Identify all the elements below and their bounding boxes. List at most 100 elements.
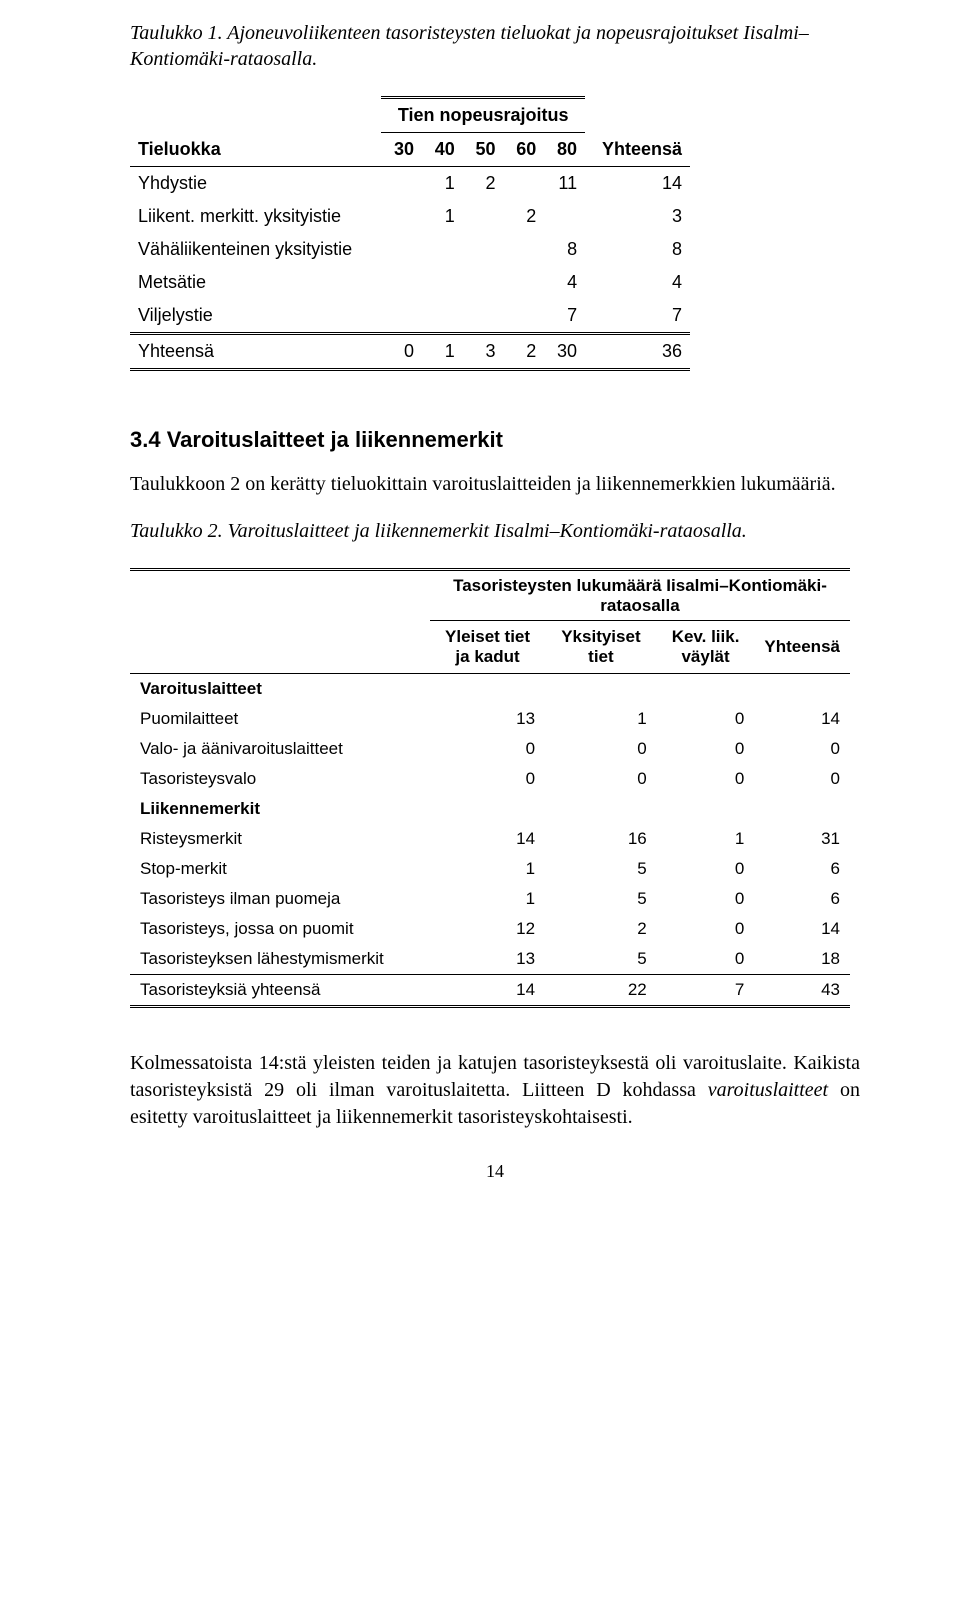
table-cell [381, 266, 422, 299]
paragraph-1: Taulukkoon 2 on kerätty tieluokittain va… [130, 471, 860, 498]
table2-col-1: Yleiset tiet ja kadut [430, 621, 545, 674]
table-cell: 14 [430, 824, 545, 854]
table-cell: 14 [754, 704, 850, 734]
table-cell: 7 [544, 299, 585, 334]
table-cell [463, 266, 504, 299]
table1-col-1: 30 [381, 133, 422, 167]
table-cell [504, 266, 545, 299]
table-cell: Liikent. merkitt. yksityistie [130, 200, 381, 233]
table-cell: 0 [657, 734, 755, 764]
table-cell [463, 200, 504, 233]
page-number: 14 [130, 1161, 860, 1182]
table-cell: 0 [657, 944, 755, 975]
table-cell: 11 [544, 167, 585, 201]
table-cell: Tasoristeys, jossa on puomit [130, 914, 430, 944]
table-cell: 2 [504, 334, 545, 370]
table-cell [504, 299, 545, 334]
table-cell: 1 [422, 200, 463, 233]
table2-col-2: Yksityiset tiet [545, 621, 657, 674]
table2-col-3: Kev. liik. väylät [657, 621, 755, 674]
table-cell: Tasoristeysvalo [130, 764, 430, 794]
table-cell: 14 [430, 975, 545, 1007]
table-cell [381, 167, 422, 201]
table-cell: 0 [381, 334, 422, 370]
table-cell: Stop-merkit [130, 854, 430, 884]
table-cell: 16 [545, 824, 657, 854]
document-page: Taulukko 1. Ajoneuvoliikenteen tasoriste… [0, 0, 960, 1222]
table-cell: 0 [657, 854, 755, 884]
section-heading: 3.4 Varoituslaitteet ja liikennemerkit [130, 427, 860, 453]
table1-col-6: Yhteensä [585, 133, 690, 167]
table-cell: 30 [544, 334, 585, 370]
table-cell [544, 200, 585, 233]
table-cell: 4 [585, 266, 690, 299]
table-cell [422, 299, 463, 334]
table-cell: 1 [430, 854, 545, 884]
table-cell: 0 [657, 914, 755, 944]
table-cell: 3 [585, 200, 690, 233]
table-cell: Metsätie [130, 266, 381, 299]
table-cell: 0 [430, 734, 545, 764]
table2-col-4: Yhteensä [754, 621, 850, 674]
table-cell: 5 [545, 944, 657, 975]
table1-span-header: Tien nopeusrajoitus [381, 98, 585, 133]
table-cell: Yhdystie [130, 167, 381, 201]
table1-caption: Taulukko 1. Ajoneuvoliikenteen tasoriste… [130, 20, 860, 72]
table1-empty-header-right [585, 98, 690, 133]
table-cell: 5 [545, 884, 657, 914]
table-cell: 5 [545, 854, 657, 884]
table-cell: 1 [657, 824, 755, 854]
table1-col-3: 50 [463, 133, 504, 167]
table-cell: Tasoristeyksiä yhteensä [130, 975, 430, 1007]
table-cell: 2 [545, 914, 657, 944]
table1-col-0: Tieluokka [130, 133, 381, 167]
table-cell [381, 200, 422, 233]
table-cell: 8 [585, 233, 690, 266]
table2-span-header: Tasoristeysten lukumäärä Iisalmi–Kontiom… [430, 570, 850, 621]
table-cell: Yhteensä [130, 334, 381, 370]
table-cell: 4 [544, 266, 585, 299]
table-cell: Risteysmerkit [130, 824, 430, 854]
table-cell: 1 [545, 704, 657, 734]
paragraph-2: Kolmessatoista 14:stä yleisten teiden ja… [130, 1050, 860, 1131]
table-cell: Valo- ja äänivaroituslaitteet [130, 734, 430, 764]
table2-col-0 [130, 621, 430, 674]
table-cell: 22 [545, 975, 657, 1007]
table2-caption: Taulukko 2. Varoituslaitteet ja liikenne… [130, 518, 860, 544]
table-cell: 0 [657, 884, 755, 914]
table-cell: 12 [430, 914, 545, 944]
table-cell [504, 167, 545, 201]
table1-col-2: 40 [422, 133, 463, 167]
table-cell [422, 233, 463, 266]
table-cell: 31 [754, 824, 850, 854]
table2-section2-label: Liikennemerkit [130, 794, 850, 824]
table2-section1-label: Varoituslaitteet [130, 674, 850, 705]
table1-col-4: 60 [504, 133, 545, 167]
table1-col-5: 80 [544, 133, 585, 167]
table-cell: 2 [463, 167, 504, 201]
table-cell [504, 233, 545, 266]
table-cell [463, 299, 504, 334]
table-cell: 43 [754, 975, 850, 1007]
table-cell: 0 [545, 764, 657, 794]
table-cell: 8 [544, 233, 585, 266]
table-cell: Puomilaitteet [130, 704, 430, 734]
table-cell: 0 [545, 734, 657, 764]
table-cell: 0 [754, 734, 850, 764]
table-cell: Tasoristeyksen lähestymismerkit [130, 944, 430, 975]
table-cell [463, 233, 504, 266]
table-cell: 18 [754, 944, 850, 975]
table-cell [381, 233, 422, 266]
table-cell: 7 [657, 975, 755, 1007]
paragraph-2-italic: varoituslaitteet [708, 1079, 828, 1101]
table-cell: Vähäliikenteinen yksityistie [130, 233, 381, 266]
table-cell: 2 [504, 200, 545, 233]
table-cell: 13 [430, 704, 545, 734]
table-cell: 1 [422, 167, 463, 201]
table-cell: 1 [430, 884, 545, 914]
table-cell [381, 299, 422, 334]
table-cell: 0 [430, 764, 545, 794]
table-cell: 13 [430, 944, 545, 975]
table-cell: 3 [463, 334, 504, 370]
table-cell: 6 [754, 884, 850, 914]
